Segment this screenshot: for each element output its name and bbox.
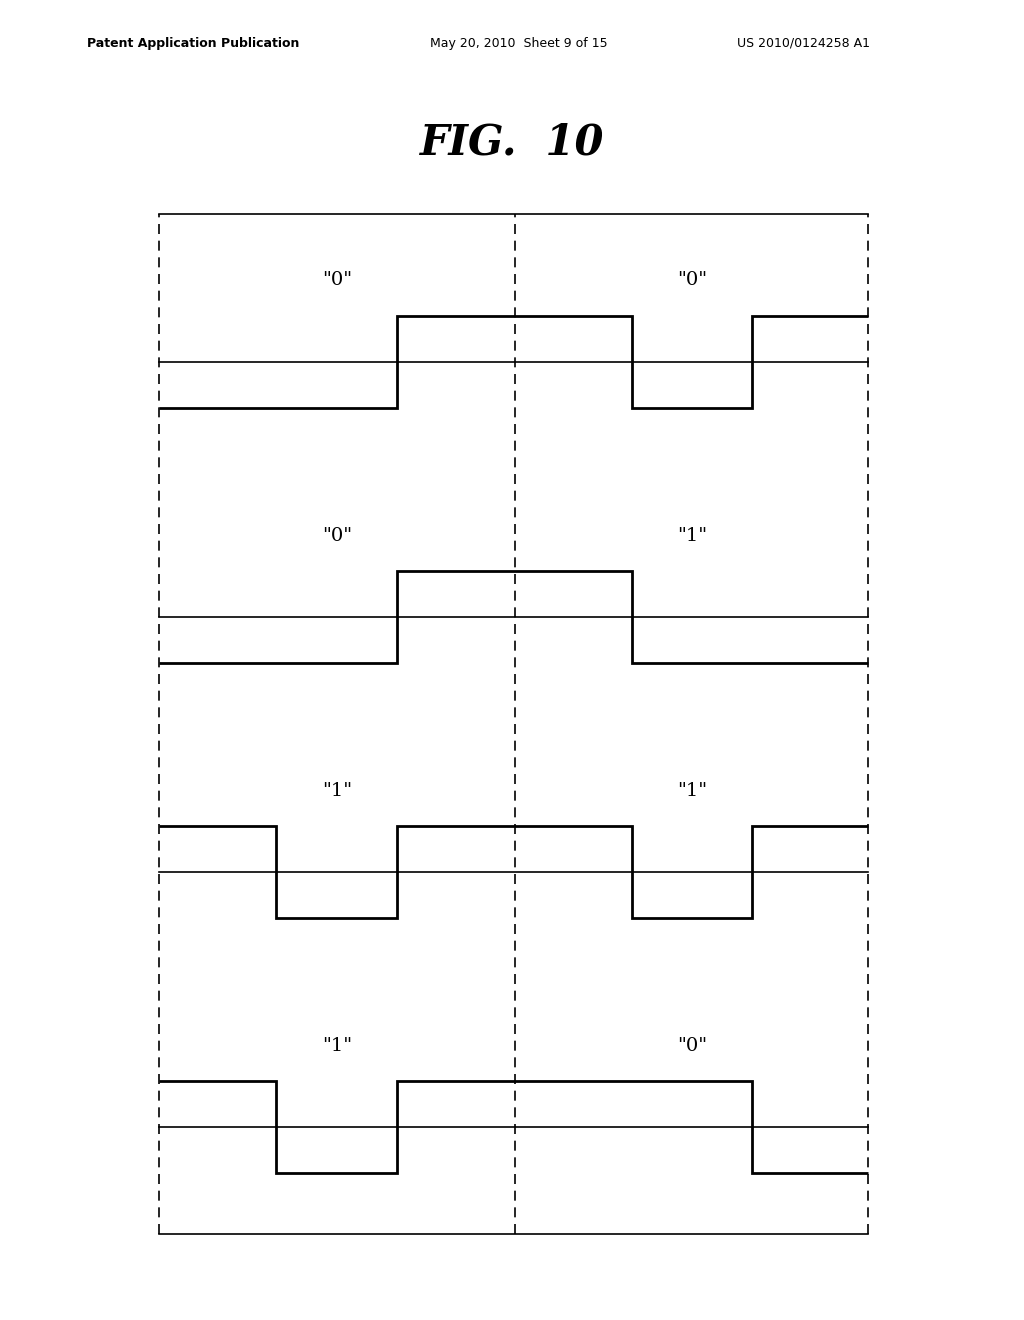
Text: May 20, 2010  Sheet 9 of 15: May 20, 2010 Sheet 9 of 15 <box>430 37 607 50</box>
Text: "1": "1" <box>322 1036 352 1055</box>
Text: US 2010/0124258 A1: US 2010/0124258 A1 <box>737 37 870 50</box>
Text: FIG.  10: FIG. 10 <box>420 121 604 164</box>
Text: "1": "1" <box>322 781 352 800</box>
Text: "0": "0" <box>322 272 352 289</box>
Text: Patent Application Publication: Patent Application Publication <box>87 37 299 50</box>
Text: "0": "0" <box>677 1036 707 1055</box>
Text: "1": "1" <box>677 527 707 545</box>
Text: "1": "1" <box>677 781 707 800</box>
Text: "0": "0" <box>677 272 707 289</box>
Text: "0": "0" <box>322 527 352 545</box>
